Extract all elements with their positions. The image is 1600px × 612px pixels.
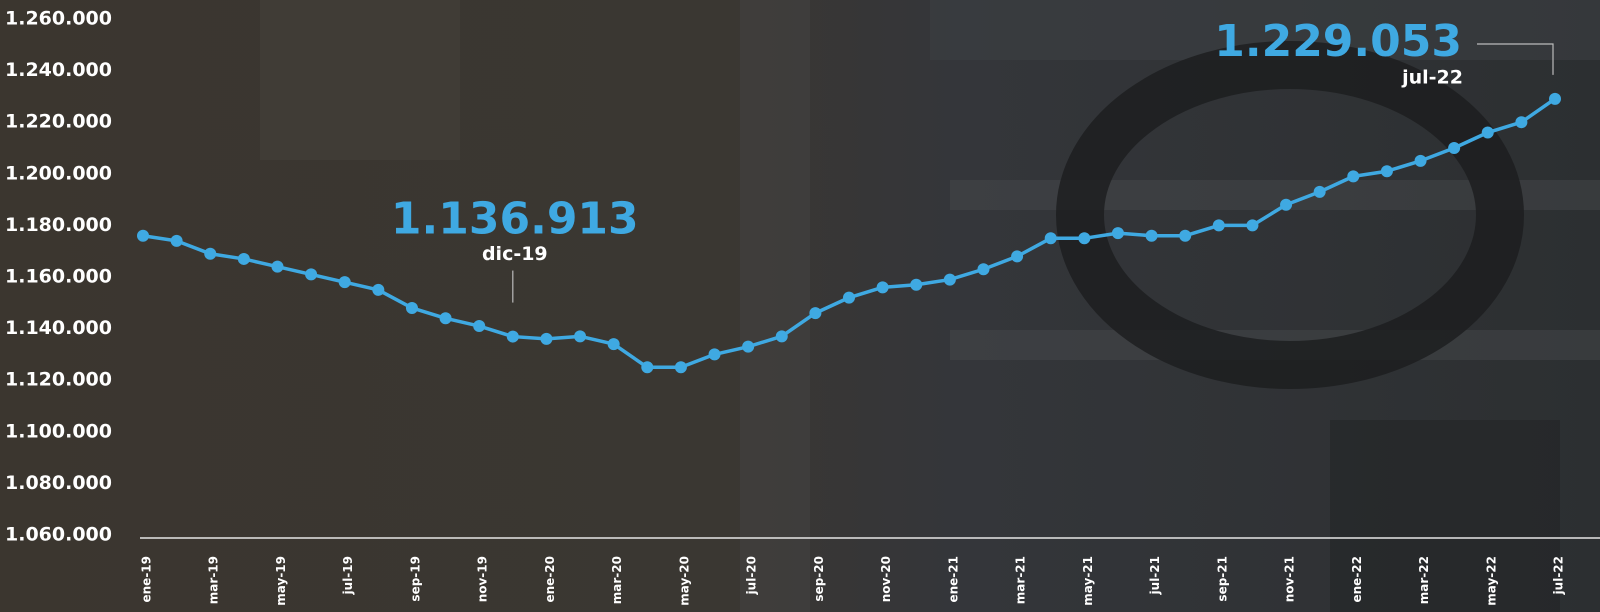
point <box>1414 154 1427 167</box>
point-label: jul-22 <box>1401 67 1463 89</box>
x-tick-label: mar-21 <box>1014 556 1028 604</box>
y-tick-label: 1.160.000 <box>5 266 112 288</box>
x-tick-label: nov-21 <box>1283 556 1297 602</box>
x-tick-label: ene-19 <box>140 556 154 603</box>
x-tick-label: sep-21 <box>1215 556 1229 602</box>
point <box>237 252 250 265</box>
point <box>674 361 687 374</box>
point <box>1212 219 1225 232</box>
point <box>1078 232 1091 245</box>
value-label: 1.136.913 <box>391 194 639 245</box>
point <box>977 263 990 276</box>
x-tick-label: nov-19 <box>476 556 490 602</box>
point <box>876 281 889 294</box>
point <box>843 291 855 304</box>
y-tick-label: 1.200.000 <box>5 162 112 184</box>
value-label: 1.229.053 <box>1214 16 1462 67</box>
x-tick-label: sep-20 <box>812 556 826 602</box>
point <box>1448 142 1461 154</box>
point <box>1011 250 1024 263</box>
point <box>1347 170 1360 183</box>
x-tick-label: jul-19 <box>341 556 355 595</box>
point <box>372 283 385 296</box>
point <box>170 234 183 247</box>
point <box>1246 219 1259 232</box>
x-tick-label: nov-20 <box>879 556 893 602</box>
x-tick-label: ene-22 <box>1350 556 1364 603</box>
point <box>338 276 351 289</box>
x-tick-label: jul-21 <box>1148 556 1162 595</box>
x-tick-label: may-19 <box>274 556 288 606</box>
x-tick-label: mar-22 <box>1417 556 1431 604</box>
point <box>540 332 553 345</box>
point <box>1280 198 1293 211</box>
x-tick-label: may-22 <box>1484 556 1498 606</box>
x-tick-label: ene-21 <box>946 556 960 603</box>
point <box>1549 92 1561 105</box>
y-tick-label: 1.260.000 <box>5 8 112 30</box>
point <box>1481 126 1494 139</box>
point <box>1515 116 1528 129</box>
point <box>1313 185 1326 198</box>
point <box>943 273 956 286</box>
point <box>1179 229 1192 242</box>
point <box>271 260 284 273</box>
point <box>1044 232 1057 245</box>
x-tick-label: may-20 <box>677 556 691 606</box>
y-tick-label: 1.100.000 <box>5 420 112 442</box>
y-tick-label: 1.080.000 <box>5 472 112 494</box>
point <box>775 330 788 343</box>
x-tick-label: mar-20 <box>610 556 624 604</box>
y-tick-label: 1.140.000 <box>5 317 112 339</box>
point <box>1380 165 1393 178</box>
point <box>574 330 587 343</box>
point-label: dic-19 <box>482 243 548 265</box>
point <box>910 278 923 291</box>
y-tick-label: 1.220.000 <box>5 111 112 133</box>
y-tick-label: 1.060.000 <box>5 524 112 546</box>
x-tick-label: jul-22 <box>1552 556 1566 595</box>
point <box>439 312 452 325</box>
x-tick-label: jul-20 <box>745 556 759 595</box>
y-tick-label: 1.240.000 <box>5 59 112 81</box>
point <box>1145 229 1158 242</box>
point <box>742 340 755 353</box>
point <box>137 229 149 242</box>
connector <box>1477 43 1554 75</box>
point <box>305 268 318 281</box>
x-tick-label: mar-19 <box>207 556 221 604</box>
point <box>1111 227 1124 240</box>
y-tick-label: 1.120.000 <box>5 369 112 391</box>
point <box>607 338 620 351</box>
x-tick-label: may-21 <box>1081 556 1095 606</box>
y-tick-label: 1.180.000 <box>5 214 112 236</box>
point <box>473 320 486 333</box>
point <box>204 247 217 260</box>
x-tick-label: sep-19 <box>408 556 422 602</box>
point <box>809 307 822 320</box>
point <box>405 301 418 314</box>
point <box>506 330 519 343</box>
x-tick-label: ene-20 <box>543 556 557 603</box>
point <box>641 361 654 374</box>
point <box>708 348 721 361</box>
